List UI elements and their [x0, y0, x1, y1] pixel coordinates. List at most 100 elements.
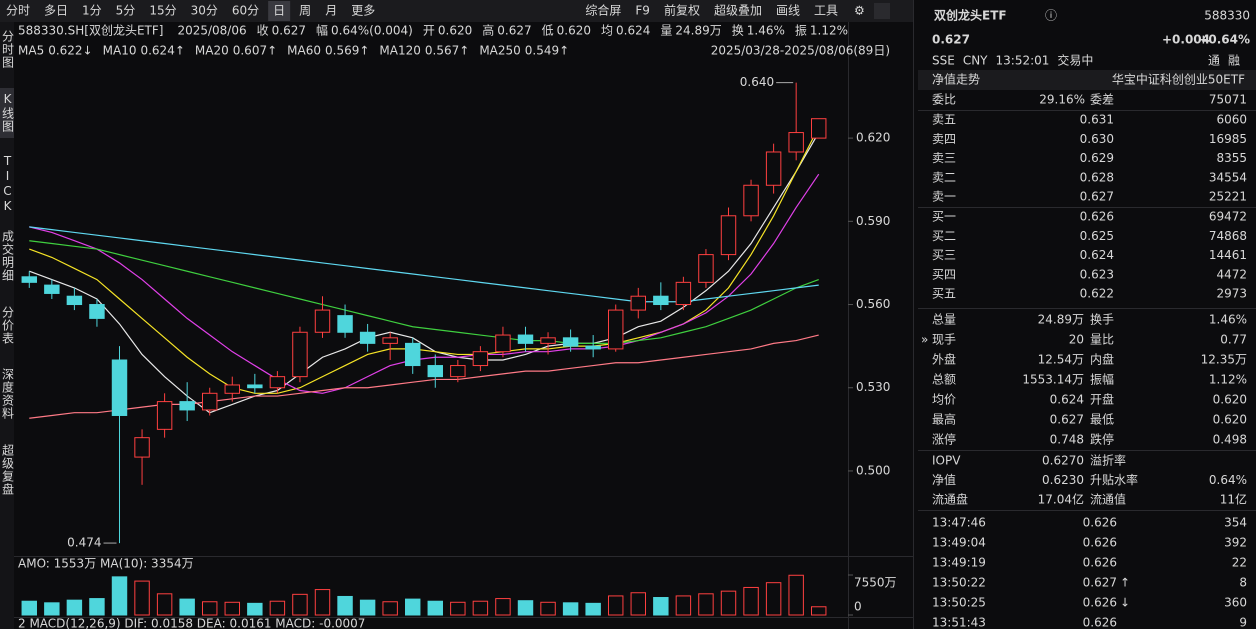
tick-volume: 22	[1232, 556, 1247, 570]
period-selected	[268, 1, 291, 21]
candle-body	[720, 215, 737, 256]
volume-bar	[224, 601, 240, 616]
book-price: 0.623	[1080, 267, 1114, 281]
side-tab[interactable]: 成交明细	[1, 230, 15, 282]
tick-volume: 8	[1239, 576, 1247, 590]
stat-label: 外盘	[932, 352, 956, 367]
book-label: 买一	[932, 210, 956, 224]
vol-tick-label: 0	[854, 600, 862, 614]
period-tab[interactable]: 日	[273, 4, 285, 18]
y-tick-label: 0.530	[856, 380, 890, 394]
info-value: 0.620	[557, 24, 591, 38]
candle-body	[44, 284, 60, 294]
volume-bar	[675, 595, 692, 616]
nav-tab[interactable]: 净值走势	[932, 72, 980, 87]
y-tick-label: 0.500	[856, 463, 890, 477]
tool-button[interactable]: 前复权	[664, 3, 700, 18]
side-tab[interactable]: 分时图	[1, 30, 15, 69]
side-tab[interactable]: TICK	[1, 154, 15, 214]
tick-price: 0.626	[1083, 616, 1117, 629]
period-tab[interactable]: 更多	[351, 4, 375, 18]
candle-body	[269, 376, 286, 389]
ma-value: 0.624↑	[140, 44, 184, 58]
y-tick-label: 0.560	[856, 297, 890, 311]
volume-bar	[517, 600, 534, 616]
candle-body	[585, 345, 601, 350]
candle-body	[562, 337, 579, 347]
badge: 融	[1228, 54, 1240, 68]
book-label: 买二	[932, 229, 956, 243]
ma-value: 0.567↑	[425, 44, 469, 58]
period-tab[interactable]: 分时	[6, 4, 30, 18]
stat-label: 换手	[1090, 313, 1114, 327]
candle-body	[405, 342, 421, 367]
volume-bar	[314, 589, 331, 616]
volume-bar	[359, 599, 376, 616]
period-tab[interactable]: 1分	[82, 4, 102, 18]
volume-ma: MA(10): 3354万	[100, 557, 194, 571]
info-value: 0.627	[497, 24, 531, 38]
period-tab[interactable]: 周	[299, 4, 311, 18]
stat-value: 20	[1069, 333, 1084, 347]
tool-button[interactable]: 工具	[814, 4, 838, 18]
volume-bar	[247, 602, 263, 616]
info-label: 高	[482, 23, 494, 38]
volume-bar	[405, 598, 421, 616]
period-tab[interactable]: 15分	[149, 4, 176, 18]
candle-body	[89, 304, 105, 319]
ma-name: MA250	[479, 44, 520, 58]
info-value: 0.64%(0.004)	[331, 24, 413, 38]
period-tab[interactable]: 月	[325, 4, 337, 18]
tool-button[interactable]: 画线	[776, 4, 800, 18]
info-icon[interactable]: ⓘ	[1045, 9, 1057, 23]
wp-icon[interactable]	[874, 3, 890, 19]
ma-line	[29, 173, 820, 394]
stat-label: 振幅	[1090, 372, 1114, 387]
stat-label: 最低	[1090, 413, 1114, 427]
side-tab[interactable]: 超级复盘	[1, 443, 15, 496]
tick-arrow: ↓	[1120, 596, 1130, 610]
side-bar-bg	[0, 22, 14, 629]
side-tab[interactable]: K线图	[1, 92, 15, 133]
book-volume: 2973	[1216, 287, 1247, 301]
candle-body	[517, 334, 534, 344]
period-tab[interactable]: 多日	[44, 4, 68, 18]
tool-button[interactable]: F9	[635, 4, 650, 18]
stat-label: 流通盘	[932, 492, 968, 507]
side-tab[interactable]: 分价表	[1, 306, 15, 345]
y-tick-label: 0.590	[856, 214, 890, 228]
info-value: 0.627	[272, 24, 306, 38]
collapse-toggle[interactable]: »	[921, 333, 928, 347]
stat-value: 0.624	[1050, 393, 1084, 407]
info-value: 24.89万	[675, 24, 721, 38]
book-volume: 16985	[1209, 132, 1247, 146]
volume-bar	[111, 576, 128, 616]
book-label: 卖一	[932, 190, 956, 204]
tool-button[interactable]: 超级叠加	[714, 3, 762, 18]
stat-value: 0.498	[1213, 433, 1247, 447]
stat-value: 12.35万	[1201, 353, 1247, 367]
diff-label: 委差	[1090, 93, 1114, 107]
ma-value: 0.607↑	[233, 44, 277, 58]
ma-value: 0.569↑	[325, 44, 369, 58]
book-volume: 25221	[1209, 190, 1247, 204]
period-tab[interactable]: 5分	[116, 4, 136, 18]
stat-value: 0.77	[1220, 333, 1247, 347]
stat-value: 1.12%	[1209, 373, 1247, 387]
settings-icon[interactable]: ⚙	[854, 4, 865, 18]
tick-arrow: ↑	[1120, 576, 1130, 590]
volume-bar	[134, 580, 150, 616]
stat-value: 24.89万	[1038, 313, 1084, 327]
book-label: 买三	[932, 248, 956, 262]
candle-body	[765, 151, 782, 186]
period-tab[interactable]: 30分	[191, 4, 218, 18]
volume-bar	[427, 600, 443, 616]
fund-tab[interactable]: 华宝中证科创创业50ETF	[1112, 72, 1245, 87]
candle-body	[427, 365, 443, 378]
side-tab[interactable]: 深度资料	[1, 368, 15, 420]
stat-label: 内盘	[1090, 352, 1114, 367]
period-tab[interactable]: 60分	[232, 4, 259, 18]
tool-button[interactable]: 综合屏	[585, 3, 621, 18]
candle-body	[630, 295, 646, 311]
